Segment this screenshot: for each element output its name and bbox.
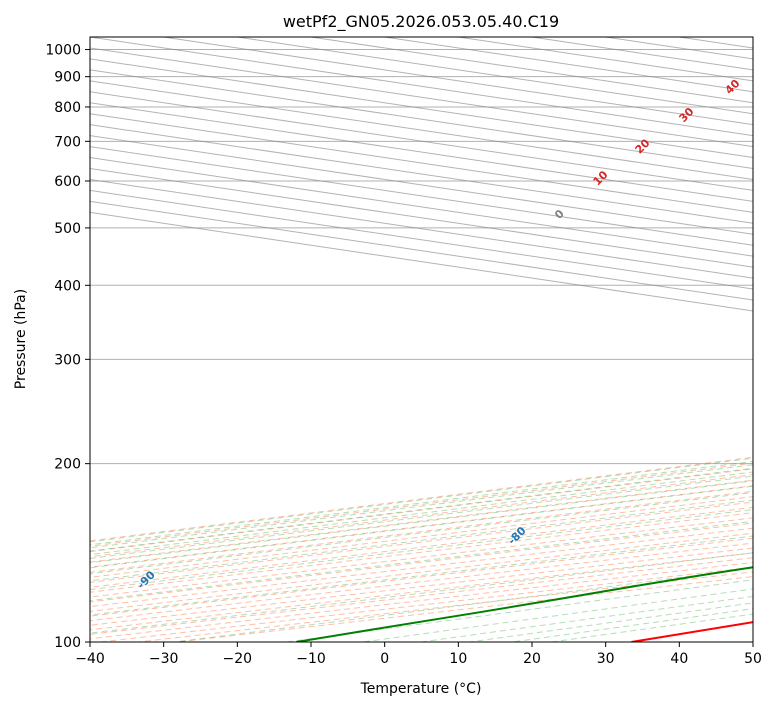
y-tick-label: 500 <box>54 221 81 237</box>
y-tick-label: 300 <box>54 352 81 368</box>
isotherm-line <box>90 58 753 159</box>
x-axis: −40 −30 −20 −10 0 10 20 30 40 50 <box>75 642 762 667</box>
x-tick-label: 30 <box>597 651 615 667</box>
y-axis: 1000 900 800 700 600 500 400 300 200 100 <box>45 43 90 651</box>
y-tick-label: 100 <box>54 635 81 651</box>
y-tick-label: 1000 <box>45 43 81 59</box>
y-tick-label: 600 <box>54 174 81 190</box>
x-axis-label: Temperature (°C) <box>360 681 482 697</box>
x-tick-label: 20 <box>523 651 541 667</box>
y-tick-label: 700 <box>54 134 81 150</box>
x-tick-label: 40 <box>670 651 688 667</box>
y-tick-label: 200 <box>54 457 81 473</box>
y-tick-label: 800 <box>54 100 81 116</box>
isotherm-line <box>90 113 753 213</box>
x-tick-label: −30 <box>149 651 179 667</box>
isotherm-line <box>90 102 753 202</box>
y-tick-label: 900 <box>54 70 81 86</box>
x-tick-label: −20 <box>223 651 253 667</box>
isotherm-line <box>90 80 753 180</box>
isotherm-line <box>90 124 753 224</box>
isotherm-line <box>90 47 753 148</box>
isotherm-line <box>90 69 753 170</box>
x-tick-label: −10 <box>296 651 326 667</box>
y-axis-label: Pressure (hPa) <box>13 289 29 389</box>
x-tick-label: 10 <box>449 651 467 667</box>
x-tick-label: −40 <box>75 651 105 667</box>
x-tick-label: 50 <box>744 651 762 667</box>
isotherm-line <box>90 91 753 191</box>
plot-area <box>90 37 753 642</box>
isotherm-line <box>90 135 753 235</box>
skewed-isotherms <box>90 37 753 312</box>
x-tick-label: 0 <box>380 651 389 667</box>
chart-title: wetPf2_GN05.2026.053.05.40.C19 <box>283 12 559 32</box>
y-tick-label: 400 <box>54 278 81 294</box>
plot-frame <box>89 36 754 643</box>
